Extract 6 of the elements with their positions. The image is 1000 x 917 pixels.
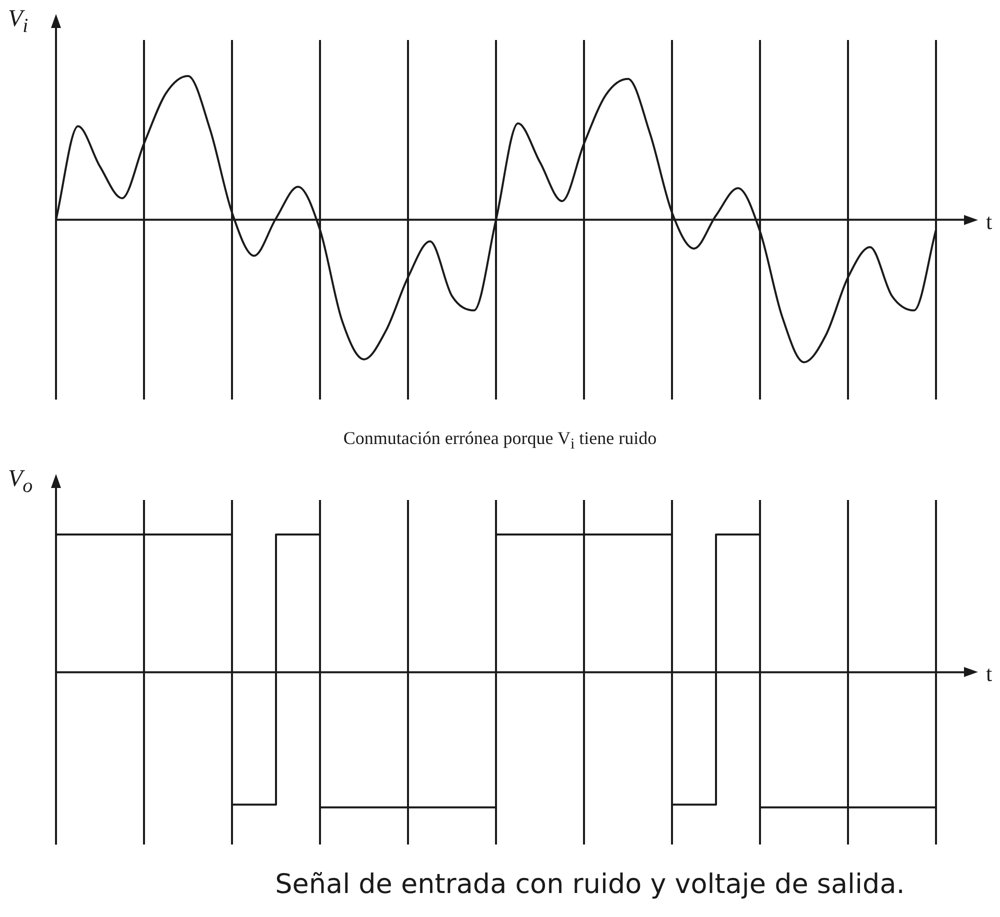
text: Conmutación errónea porque V$_{i}$ tiene ruido (342, 427, 658, 455)
x-axis-title: t (986, 660, 992, 687)
y-axis-title: V$_{o}$ (8, 466, 33, 498)
text: Señal de entrada con ruido y voltaje de salida. (274, 868, 906, 900)
x-axis-title: t (986, 208, 992, 235)
y-axis-title: V$_{i}$ (8, 6, 28, 38)
